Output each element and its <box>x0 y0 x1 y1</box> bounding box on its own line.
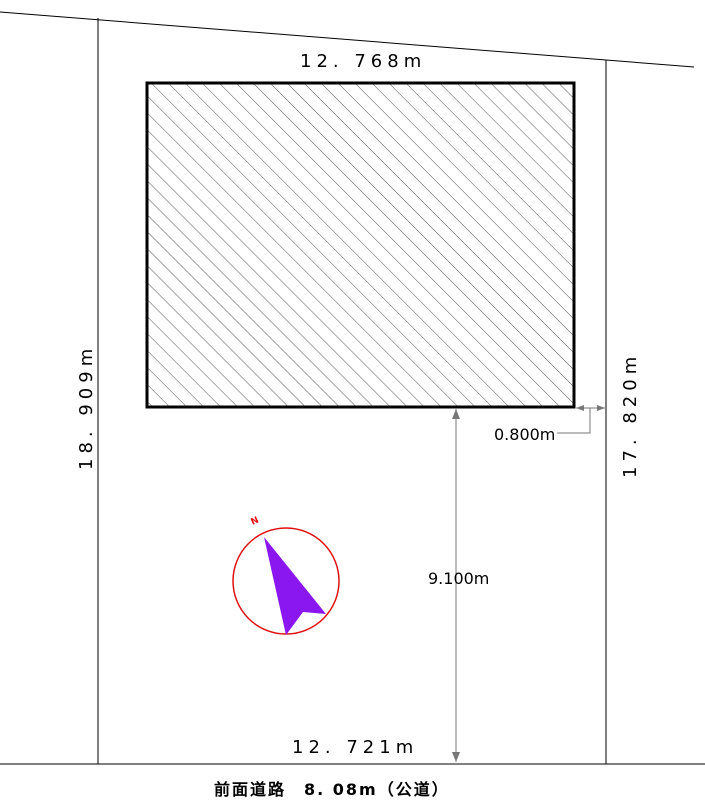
side-setback-arrow-right <box>597 405 605 411</box>
side-setback-arrow-left <box>576 405 584 411</box>
lot-top-boundary <box>0 11 695 68</box>
north-arrow-icon <box>264 537 326 635</box>
north-compass: N <box>232 515 340 635</box>
front-road-label: 前面道路 8. 08m（公道） <box>214 780 450 799</box>
north-label: N <box>250 515 261 527</box>
building-footprint <box>145 81 576 409</box>
left-depth-label: 18. 909m <box>76 344 97 470</box>
right-depth-label: 17. 820m <box>620 352 641 478</box>
top-width-label: 12. 768m <box>300 51 426 72</box>
bottom-width-label: 12. 721m <box>292 737 418 758</box>
side-setback-leader <box>557 408 591 434</box>
front-setback-arrow-top <box>452 409 460 419</box>
front-setback-label: 9.100m <box>428 569 489 588</box>
front-setback-arrow-bottom <box>452 752 460 762</box>
side-setback-label: 0.800m <box>494 425 555 444</box>
